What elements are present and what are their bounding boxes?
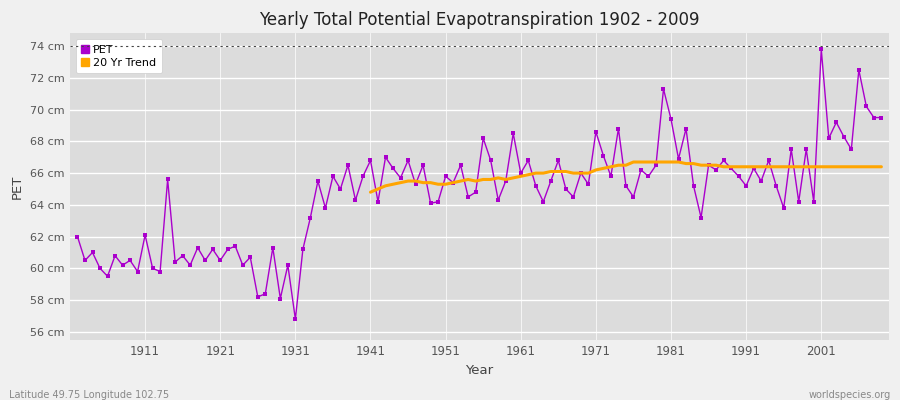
Legend: PET, 20 Yr Trend: PET, 20 Yr Trend bbox=[76, 39, 162, 74]
Y-axis label: PET: PET bbox=[11, 174, 24, 199]
Text: worldspecies.org: worldspecies.org bbox=[809, 390, 891, 400]
Title: Yearly Total Potential Evapotranspiration 1902 - 2009: Yearly Total Potential Evapotranspiratio… bbox=[259, 11, 699, 29]
Text: Latitude 49.75 Longitude 102.75: Latitude 49.75 Longitude 102.75 bbox=[9, 390, 169, 400]
X-axis label: Year: Year bbox=[465, 364, 493, 377]
